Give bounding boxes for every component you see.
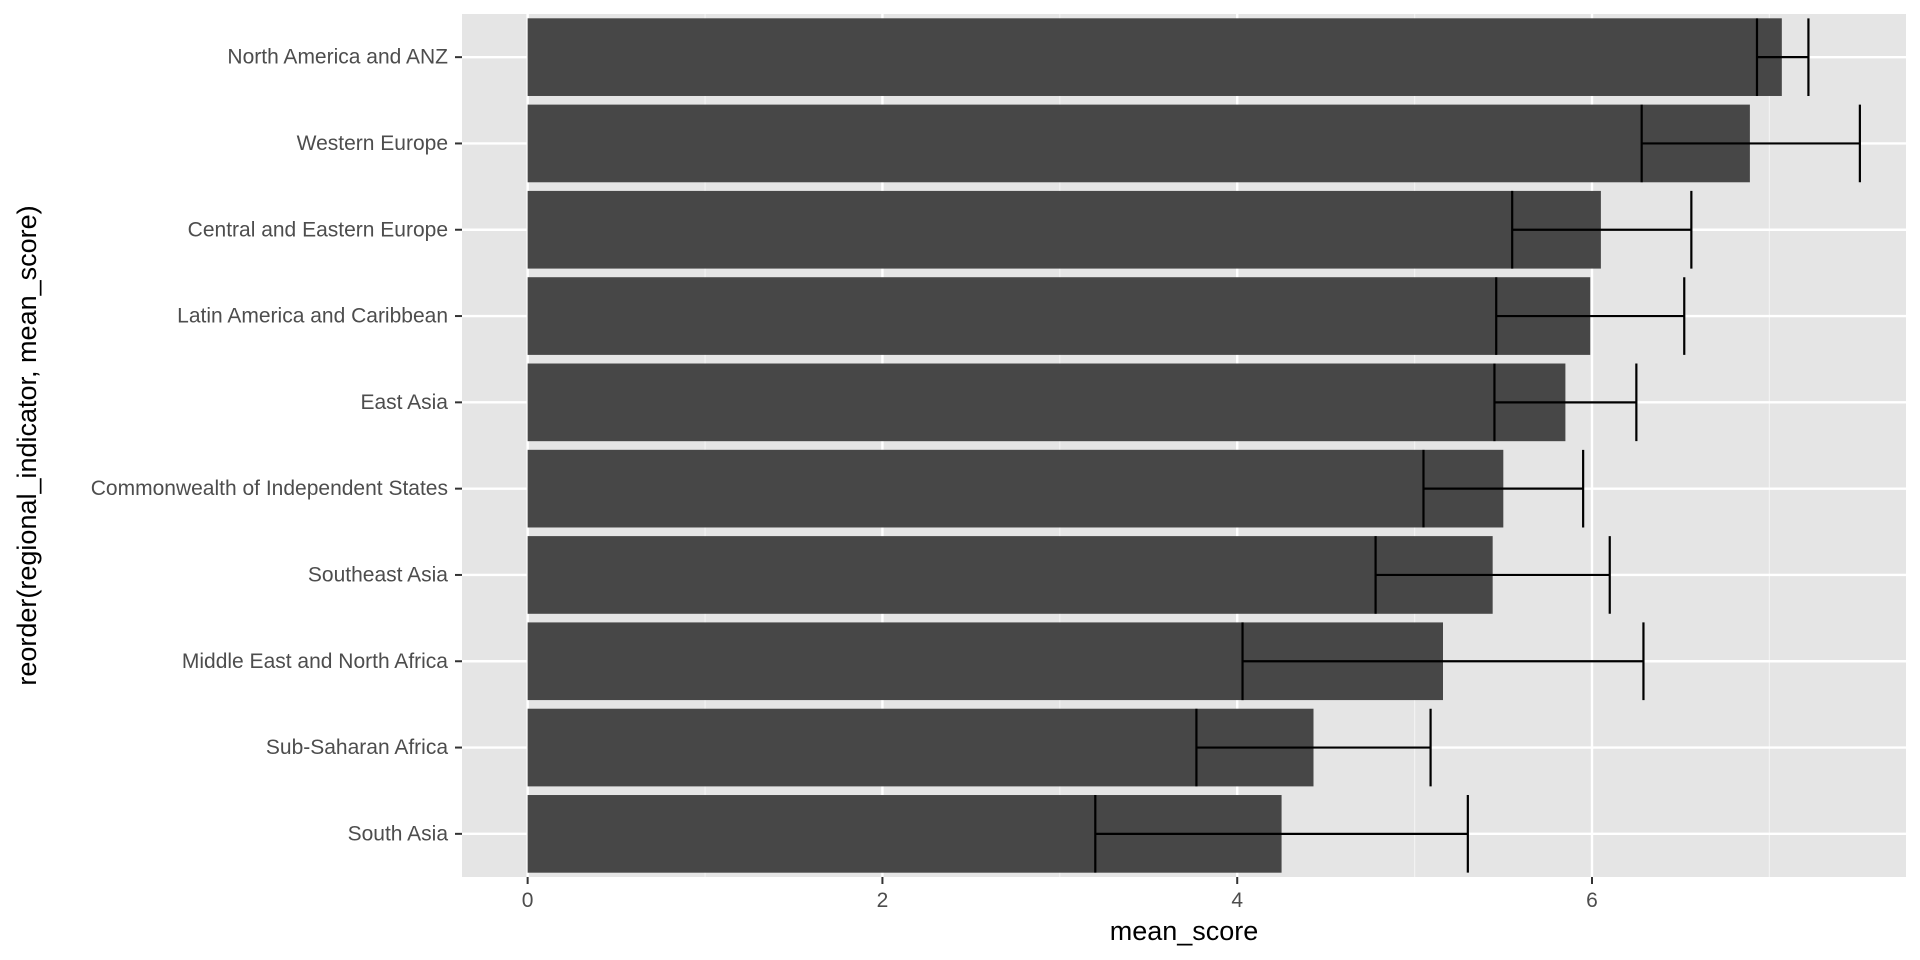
x-tick-label: 6 xyxy=(1586,889,1598,912)
error-bars xyxy=(1094,18,1861,873)
error-bar xyxy=(1241,622,1645,701)
bar xyxy=(527,104,1750,183)
bar xyxy=(527,190,1601,269)
x-tick-label: 0 xyxy=(522,889,534,912)
error-bar xyxy=(1493,363,1638,442)
bar xyxy=(527,449,1504,528)
y-tick-label: Western Europe xyxy=(297,132,448,155)
y-tick-label: East Asia xyxy=(360,391,448,414)
error-bar xyxy=(1495,277,1686,355)
y-tick-label: Southeast Asia xyxy=(308,563,448,586)
y-tick-label: North America and ANZ xyxy=(227,46,448,69)
bar xyxy=(527,363,1566,442)
x-axis-title: mean_score xyxy=(1110,916,1259,946)
bar xyxy=(527,18,1782,96)
error-bar xyxy=(1195,708,1432,787)
error-bar xyxy=(1511,190,1693,269)
error-bar xyxy=(1755,18,1810,96)
y-axis: North America and ANZ Western Europe Centr… xyxy=(91,46,462,845)
bar xyxy=(527,277,1591,355)
error-bar xyxy=(1094,795,1469,873)
bar xyxy=(527,536,1493,614)
x-axis: 0 2 4 6 xyxy=(522,877,1598,912)
x-tick-label: 4 xyxy=(1231,889,1243,912)
y-tick-label: Latin America and Caribbean xyxy=(177,305,448,328)
bar xyxy=(527,708,1314,787)
y-axis-title: reorder(regional_indicator, mean_score) xyxy=(12,205,42,685)
error-bar xyxy=(1640,104,1861,183)
error-bar xyxy=(1374,536,1611,614)
y-tick-label: Middle East and North Africa xyxy=(182,650,448,673)
y-tick-label: Sub-Saharan Africa xyxy=(266,736,448,759)
x-tick-label: 2 xyxy=(877,889,889,912)
error-bar xyxy=(1422,449,1585,528)
y-tick-label: Commonwealth of Independent States xyxy=(91,477,448,500)
y-tick-label: South Asia xyxy=(348,822,449,845)
y-tick-label: Central and Eastern Europe xyxy=(188,218,448,241)
